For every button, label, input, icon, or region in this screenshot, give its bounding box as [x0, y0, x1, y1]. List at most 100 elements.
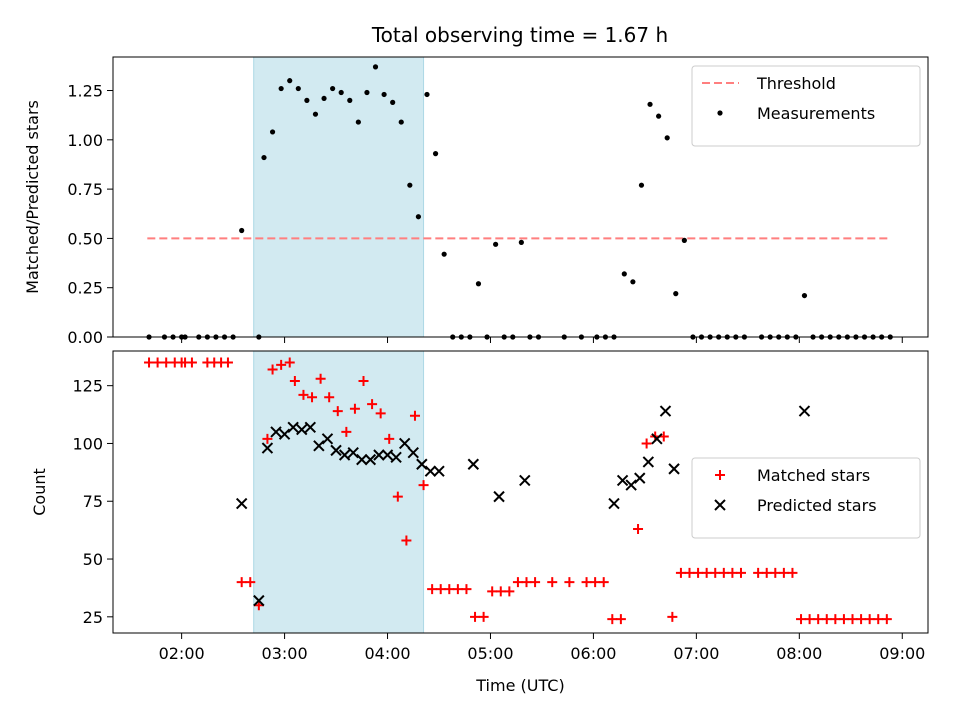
x-tick-label: 03:00 — [262, 644, 308, 663]
highlight-span — [253, 350, 425, 634]
predicted-star-point — [304, 421, 317, 433]
y-tick-label: 1.00 — [67, 131, 103, 150]
predicted-star-point — [390, 451, 402, 464]
matched-star-point — [161, 357, 172, 368]
measurement-point — [415, 214, 422, 220]
measurement-point — [647, 101, 653, 107]
matched-star-point — [444, 584, 455, 595]
y-tick-label: 0.75 — [67, 180, 103, 199]
x-tick-label: 05:00 — [467, 644, 513, 663]
predicted-star-point — [338, 449, 351, 461]
matched-star-point — [392, 491, 403, 502]
measurement-point — [475, 281, 482, 287]
measurement-point — [441, 251, 447, 257]
y-tick-label: 25 — [83, 608, 103, 627]
predicted-star-point — [278, 428, 291, 440]
measurement-point — [355, 119, 361, 125]
predicted-star-point — [398, 437, 411, 450]
y-tick-label: 125 — [72, 377, 103, 396]
measurement-point — [372, 64, 379, 70]
legend-predicted-swatch — [714, 499, 726, 511]
matched-star-point — [856, 614, 867, 625]
matched-star-point — [375, 408, 386, 419]
measurement-point — [621, 271, 627, 277]
matched-star-point — [607, 614, 618, 625]
predicted-star-point — [519, 474, 531, 487]
matched-star-point — [427, 584, 438, 595]
measurement-point — [390, 99, 396, 105]
predicted-star-point — [493, 490, 505, 503]
predicted-star-point — [364, 453, 377, 466]
predicted-star-point — [313, 440, 325, 452]
matched-star-point — [598, 577, 609, 588]
matched-star-point — [813, 614, 824, 625]
matched-star-point — [495, 586, 506, 597]
measurement-point — [638, 182, 645, 188]
predicted-star-point — [296, 423, 308, 436]
matched-star-point — [186, 357, 197, 368]
legend-label: Measurements — [757, 104, 875, 123]
measurement-point — [381, 91, 387, 98]
matched-star-point — [770, 567, 781, 578]
matched-star-point — [461, 584, 472, 595]
predicted-star-point — [235, 497, 248, 510]
matched-star-point — [222, 357, 233, 368]
measurement-point — [493, 241, 499, 247]
measurement-point — [518, 239, 524, 245]
matched-star-point — [324, 392, 335, 403]
matched-star-point — [838, 614, 849, 625]
matched-star-point — [236, 577, 247, 588]
matched-star-point — [401, 535, 412, 546]
matched-star-point — [667, 611, 678, 622]
measurement-point — [364, 89, 370, 96]
measurement-point — [681, 237, 687, 243]
matched-star-point — [409, 410, 420, 421]
y-tick-label: 0.00 — [67, 328, 103, 347]
measurement-point — [673, 291, 679, 297]
matched-star-point — [564, 577, 575, 588]
measurement-point — [630, 279, 636, 285]
matched-star-point — [735, 567, 746, 578]
matched-star-point — [821, 614, 832, 625]
legend-box — [691, 65, 921, 147]
matched-star-point — [521, 577, 532, 588]
y-tick-label: 0.25 — [67, 279, 103, 298]
predicted-star-point — [330, 444, 342, 457]
matched-star-point — [487, 586, 498, 597]
legend-box — [691, 457, 921, 539]
predicted-star-point — [261, 442, 274, 454]
predicted-star-point — [356, 453, 368, 466]
matched-star-point — [864, 614, 875, 625]
predicted-star-point — [381, 449, 394, 461]
predicted-star-point — [321, 433, 334, 445]
x-tick-label: 08:00 — [776, 644, 822, 663]
predicted-star-point — [642, 456, 655, 468]
measurement-point — [398, 119, 404, 125]
chart-title: Total observing time = 1.67 h — [371, 23, 668, 47]
measurement-point — [278, 85, 284, 92]
measurement-point — [330, 85, 336, 92]
matched-star-point — [504, 586, 515, 597]
matched-star-point — [881, 614, 892, 625]
y-tick-label: 0.50 — [67, 229, 103, 248]
measurement-point — [261, 154, 267, 161]
matched-star-point — [349, 403, 360, 414]
matched-star-point — [804, 614, 815, 625]
legend-label: Predicted stars — [757, 496, 877, 515]
y-axis-label: Count — [30, 468, 49, 516]
matched-star-point — [684, 567, 695, 578]
matched-star-point — [796, 614, 807, 625]
matched-star-point — [693, 567, 704, 578]
matched-star-point — [581, 577, 592, 588]
matched-star-point — [245, 577, 256, 588]
matched-star-point — [276, 359, 287, 370]
matched-star-point — [761, 567, 772, 578]
measurement-point — [338, 89, 344, 96]
axes-frame — [112, 56, 929, 338]
x-tick-label: 04:00 — [364, 644, 410, 663]
measurement-point — [321, 95, 327, 102]
y-tick-label: 50 — [83, 550, 103, 569]
matched-star-point — [267, 364, 278, 375]
matched-star-point — [530, 577, 541, 588]
matched-star-point — [787, 567, 798, 578]
